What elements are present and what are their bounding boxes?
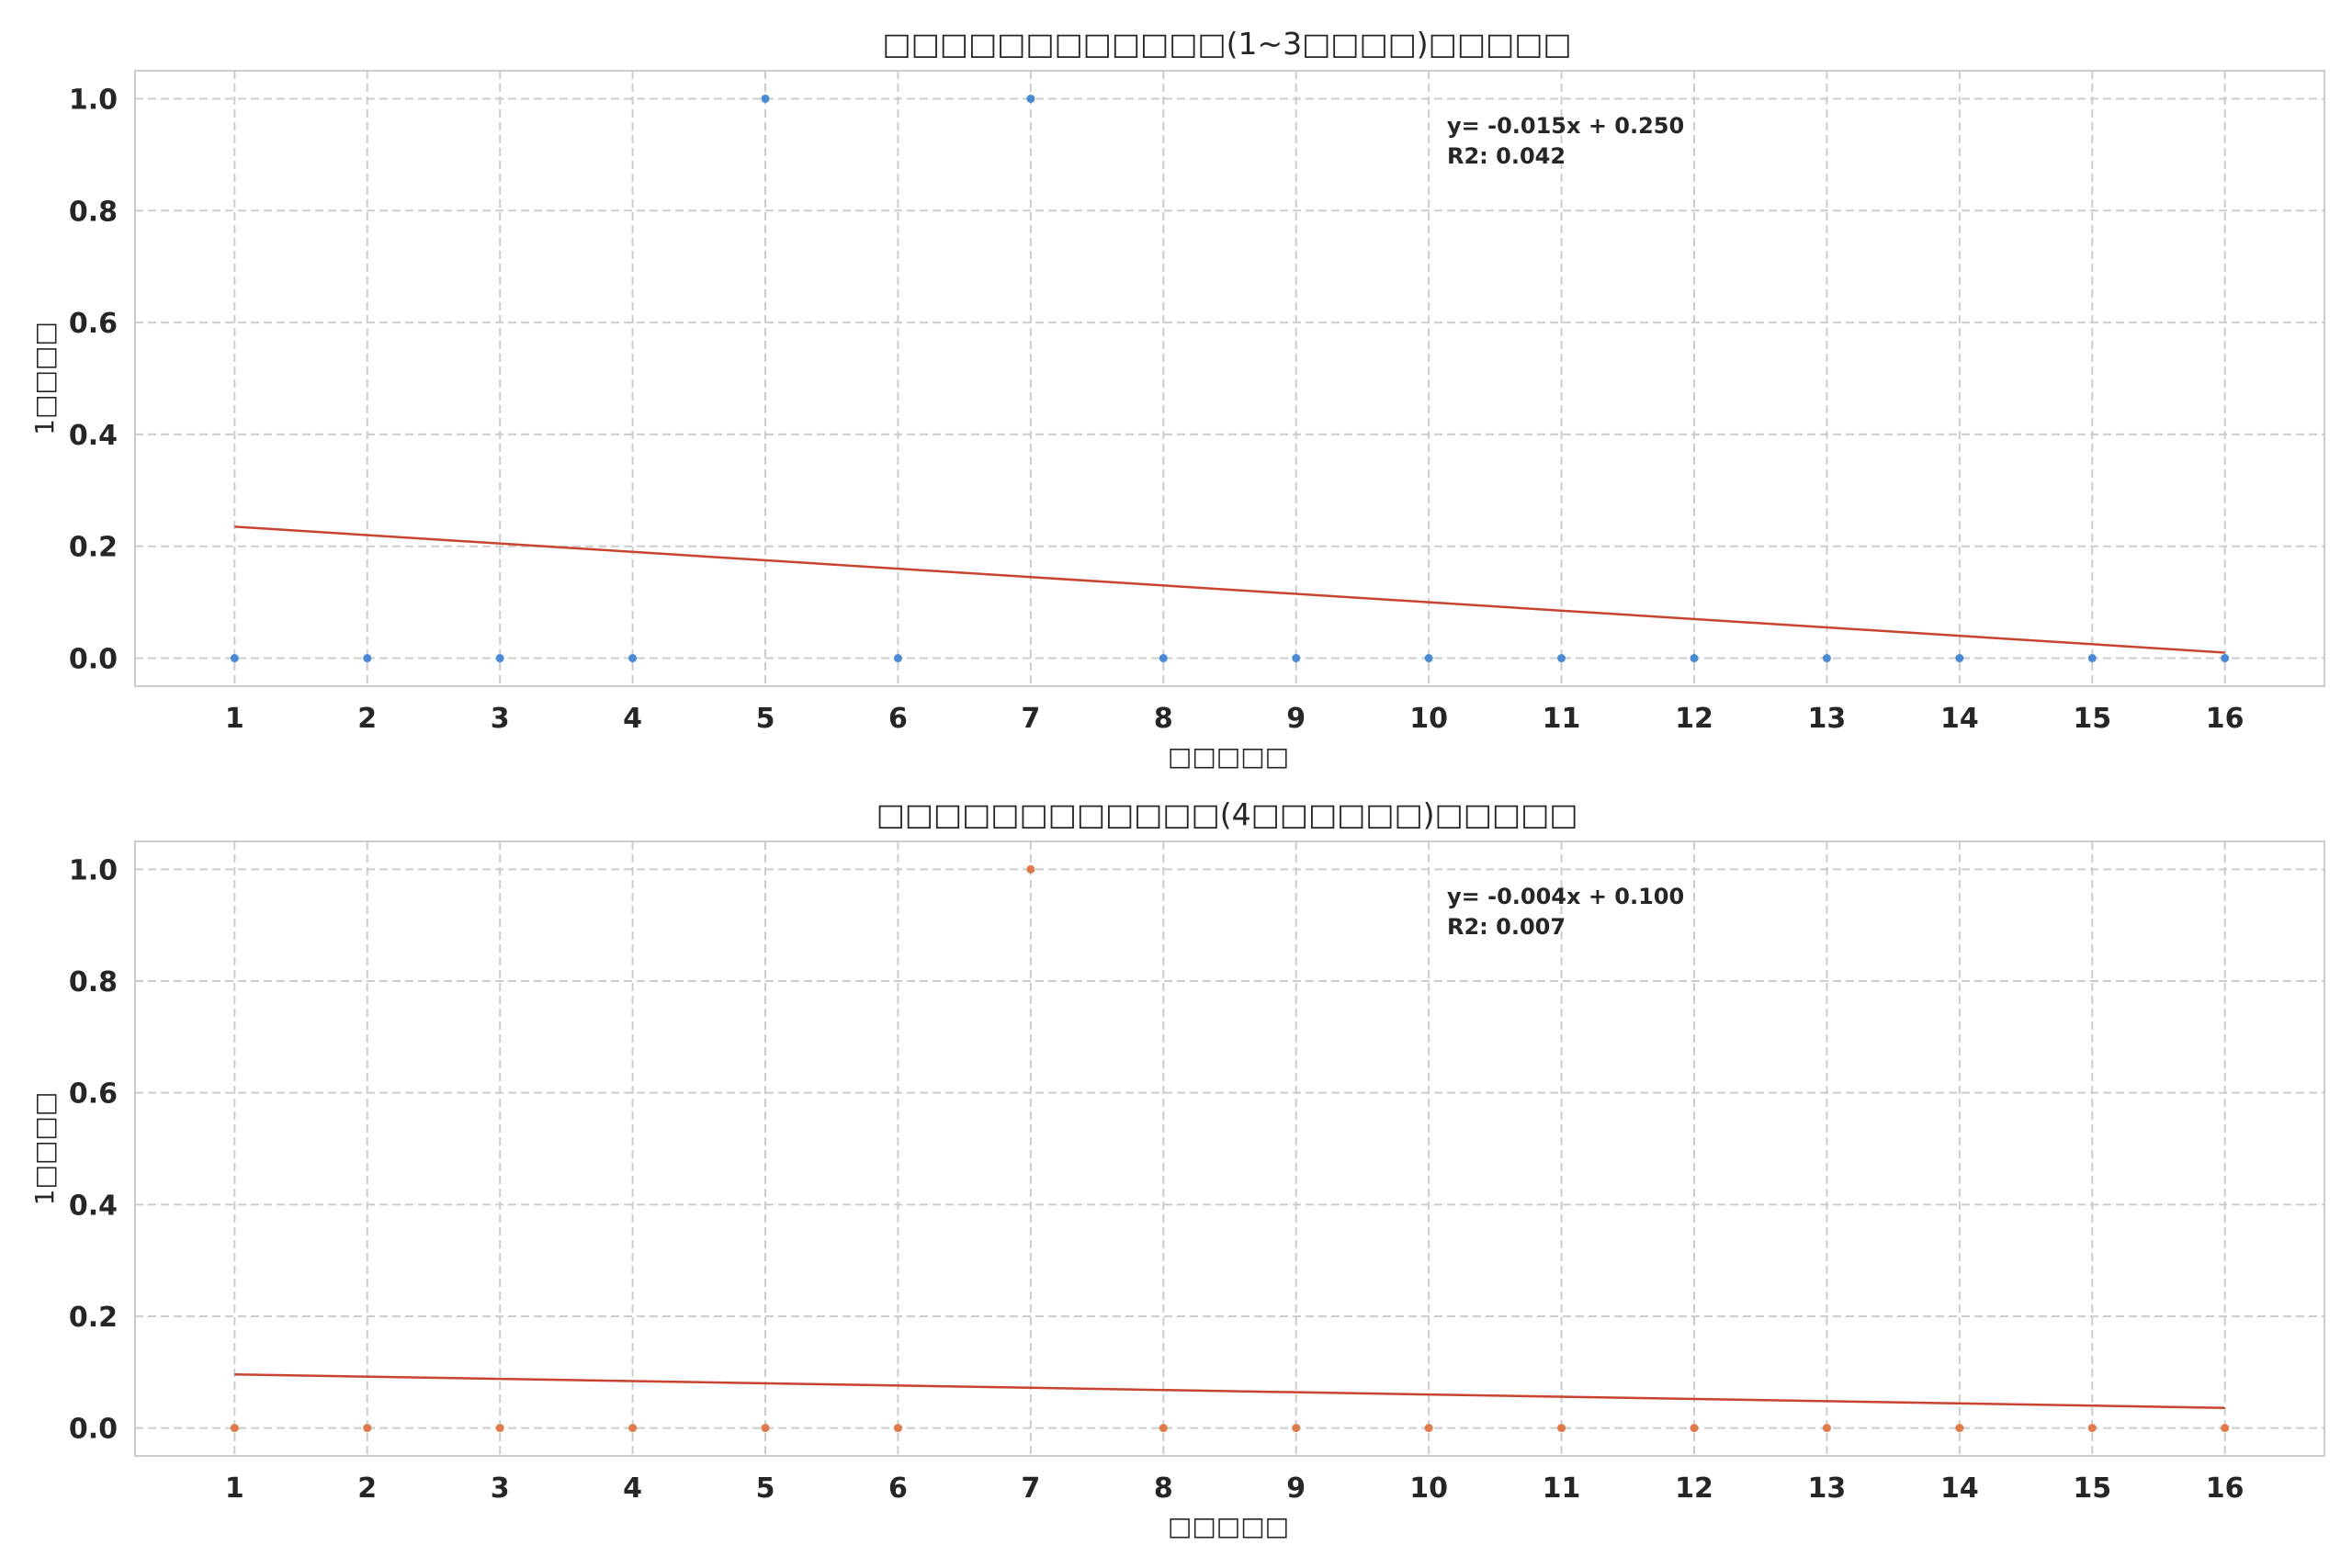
data-point — [230, 1424, 239, 1433]
x-tick-label: 1 — [225, 703, 244, 735]
data-point — [2087, 654, 2097, 663]
trend-line — [234, 525, 2225, 654]
y-tick-label: 0.6 — [69, 308, 118, 340]
x-axis-label: □□□□□ — [1168, 741, 1289, 772]
regression-annotation: R2: 0.007 — [1447, 914, 1566, 940]
x-tick-label: 14 — [1940, 1472, 1979, 1505]
data-point — [495, 654, 504, 663]
regression-annotation: y= -0.015x + 0.250 — [1447, 113, 1684, 139]
x-tick-label: 13 — [1808, 1472, 1847, 1505]
plot-frame — [134, 70, 2325, 687]
x-tick-label: 5 — [756, 703, 775, 735]
x-tick-label: 8 — [1154, 1472, 1173, 1505]
data-point — [2221, 1424, 2230, 1433]
data-point — [1557, 1424, 1566, 1433]
y-tick-label: 0.4 — [69, 420, 118, 452]
x-tick-label: 3 — [491, 1472, 510, 1505]
x-tick-label: 5 — [756, 1472, 775, 1505]
data-point — [1159, 1424, 1168, 1433]
y-tick-label: 0.2 — [69, 1302, 118, 1334]
data-point — [1822, 654, 1831, 663]
x-tick-label: 2 — [357, 703, 377, 735]
x-tick-label: 6 — [888, 703, 908, 735]
y-tick-label: 0.8 — [69, 196, 118, 228]
chart-1: 1 2 3 4 5 6 7 8 9 10 11 12 13 14 15 160.00.20.40.60.81.… — [29, 26, 2325, 772]
x-axis-label: □□□□□ — [1168, 1511, 1289, 1541]
x-tick-label: 4 — [623, 1472, 642, 1505]
x-tick-label: 2 — [357, 1472, 377, 1505]
chart-2: 1 2 3 4 5 6 7 8 9 10 11 12 13 14 15 160.00.20.40.60.81.… — [29, 796, 2325, 1541]
data-point — [1557, 654, 1566, 663]
y-tick-label: 1.0 — [69, 854, 118, 886]
x-tick-label: 11 — [1543, 703, 1581, 735]
data-point — [893, 654, 902, 663]
x-tick-label: 6 — [888, 1472, 908, 1505]
data-point — [628, 654, 638, 663]
data-point — [2221, 654, 2230, 663]
data-point — [893, 1424, 902, 1433]
y-tick-label: 0.0 — [69, 1414, 118, 1446]
chart-title: □□□□□□□□□□□□(1~3□□□□)□□□□□ — [882, 26, 1571, 62]
data-point — [230, 654, 239, 663]
x-tick-label: 15 — [2073, 703, 2111, 735]
data-point — [761, 1424, 770, 1433]
plot-frame — [134, 840, 2325, 1457]
trend-line — [234, 1372, 2225, 1409]
data-point — [495, 1424, 504, 1433]
x-tick-label: 11 — [1543, 1472, 1581, 1505]
chart-title: □□□□□□□□□□□□(4□□□□□□)□□□□□ — [876, 796, 1578, 832]
x-tick-label: 1 — [225, 1472, 244, 1505]
x-tick-label: 7 — [1021, 703, 1040, 735]
y-tick-label: 0.0 — [69, 644, 118, 676]
data-point — [1159, 654, 1168, 663]
data-point — [363, 1424, 372, 1433]
x-tick-label: 8 — [1154, 703, 1173, 735]
x-tick-label: 10 — [1409, 1472, 1448, 1505]
data-point — [1026, 864, 1035, 874]
x-tick-label: 4 — [623, 703, 642, 735]
y-tick-label: 0.2 — [69, 532, 118, 564]
regression-annotation: y= -0.004x + 0.100 — [1447, 884, 1684, 909]
data-point — [628, 1424, 638, 1433]
x-tick-label: 12 — [1675, 703, 1713, 735]
data-point — [761, 94, 770, 103]
data-point — [1424, 654, 1433, 663]
y-tick-label: 1.0 — [69, 84, 118, 116]
data-point — [1690, 1424, 1699, 1433]
y-tick-label: 0.4 — [69, 1190, 118, 1222]
x-tick-label: 12 — [1675, 1472, 1713, 1505]
y-axis-label: 1□□□□ — [29, 321, 60, 435]
x-tick-label: 7 — [1021, 1472, 1040, 1505]
y-tick-label: 0.8 — [69, 966, 118, 998]
y-tick-label: 0.6 — [69, 1078, 118, 1111]
x-tick-label: 9 — [1286, 1472, 1306, 1505]
x-tick-label: 9 — [1286, 703, 1306, 735]
data-point — [1955, 1424, 1964, 1433]
x-tick-label: 16 — [2206, 1472, 2245, 1505]
data-point — [2087, 1424, 2097, 1433]
data-point — [1822, 1424, 1831, 1433]
x-tick-label: 3 — [491, 703, 510, 735]
data-point — [1292, 1424, 1301, 1433]
y-axis-label: 1□□□□ — [29, 1092, 60, 1206]
x-tick-label: 13 — [1808, 703, 1847, 735]
data-point — [1026, 94, 1035, 103]
x-tick-label: 16 — [2206, 703, 2245, 735]
x-tick-label: 10 — [1409, 703, 1448, 735]
data-point — [1424, 1424, 1433, 1433]
data-point — [363, 654, 372, 663]
data-point — [1955, 654, 1964, 663]
regression-annotation: R2: 0.042 — [1447, 143, 1566, 169]
x-tick-label: 15 — [2073, 1472, 2111, 1505]
data-point — [1690, 654, 1699, 663]
x-tick-label: 14 — [1940, 703, 1979, 735]
data-point — [1292, 654, 1301, 663]
